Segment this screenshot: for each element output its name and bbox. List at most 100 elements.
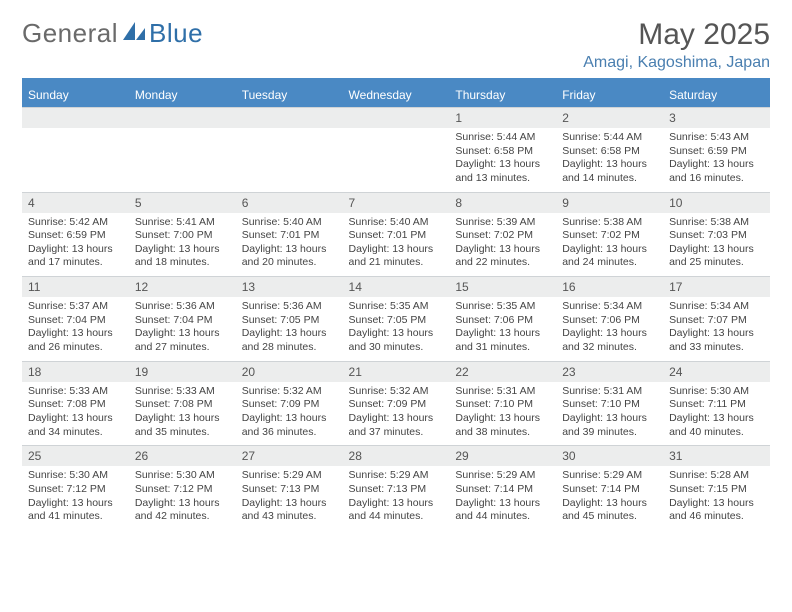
- d2-text: and 24 minutes.: [562, 256, 657, 270]
- sunset-text: Sunset: 7:02 PM: [455, 229, 550, 243]
- content-row: Sunrise: 5:33 AMSunset: 7:08 PMDaylight:…: [22, 382, 770, 446]
- day-number: 29: [449, 446, 556, 467]
- content-row: Sunrise: 5:42 AMSunset: 6:59 PMDaylight:…: [22, 213, 770, 277]
- sunrise-text: Sunrise: 5:36 AM: [135, 300, 230, 314]
- title-block: May 2025 Amagi, Kagoshima, Japan: [583, 18, 770, 72]
- d2-text: and 44 minutes.: [455, 510, 550, 524]
- d2-text: and 45 minutes.: [562, 510, 657, 524]
- day-number: 27: [236, 446, 343, 467]
- day-number: 2: [556, 108, 663, 129]
- day-number: 16: [556, 277, 663, 298]
- sunset-text: Sunset: 7:09 PM: [242, 398, 337, 412]
- sunset-text: Sunset: 7:10 PM: [562, 398, 657, 412]
- sunset-text: Sunset: 6:59 PM: [669, 145, 764, 159]
- day-number: 24: [663, 361, 770, 382]
- d2-text: and 18 minutes.: [135, 256, 230, 270]
- d1-text: Daylight: 13 hours: [455, 158, 550, 172]
- sunrise-text: Sunrise: 5:44 AM: [562, 131, 657, 145]
- sunrise-text: Sunrise: 5:29 AM: [242, 469, 337, 483]
- day-cell: Sunrise: 5:32 AMSunset: 7:09 PMDaylight:…: [343, 382, 450, 446]
- d2-text: and 20 minutes.: [242, 256, 337, 270]
- sunrise-text: Sunrise: 5:31 AM: [562, 385, 657, 399]
- day-cell: Sunrise: 5:28 AMSunset: 7:15 PMDaylight:…: [663, 466, 770, 530]
- content-row: Sunrise: 5:37 AMSunset: 7:04 PM Daylight:…: [22, 297, 770, 361]
- day-cell: Sunrise: 5:43 AMSunset: 6:59 PMDaylight:…: [663, 128, 770, 192]
- day-cell: Sunrise: 5:31 AMSunset: 7:10 PMDaylight:…: [556, 382, 663, 446]
- dayhead-tue: Tuesday: [236, 83, 343, 107]
- day-number: 8: [449, 192, 556, 213]
- day-cell: Sunrise: 5:33 AMSunset: 7:08 PMDaylight:…: [129, 382, 236, 446]
- sunrise-text: Sunrise: 5:40 AM: [242, 216, 337, 230]
- sunset-text: Sunset: 7:07 PM: [669, 314, 764, 328]
- day-number: 26: [129, 446, 236, 467]
- sunrise-text: Sunrise: 5:30 AM: [669, 385, 764, 399]
- sunset-text: Sunset: 6:58 PM: [455, 145, 550, 159]
- day-number: 25: [22, 446, 129, 467]
- day-number: 30: [556, 446, 663, 467]
- sunset-text: Sunset: 7:05 PM: [349, 314, 444, 328]
- sunrise-text: Sunrise: 5:44 AM: [455, 131, 550, 145]
- day-cell: Sunrise: 5:44 AMSunset: 6:58 PMDaylight:…: [449, 128, 556, 192]
- day-cell: Sunrise: 5:29 AMSunset: 7:13 PMDaylight:…: [343, 466, 450, 530]
- day-number: [343, 108, 450, 129]
- day-number: [22, 108, 129, 129]
- dayhead-sun: Sunday: [22, 83, 129, 107]
- d2-text: and 17 minutes.: [28, 256, 123, 270]
- day-header-row: Sunday Monday Tuesday Wednesday Thursday…: [22, 83, 770, 107]
- d2-text: and 16 minutes.: [669, 172, 764, 186]
- calendar-table: Sunday Monday Tuesday Wednesday Thursday…: [22, 83, 770, 107]
- sunrise-text: Sunrise: 5:41 AM: [135, 216, 230, 230]
- day-number: 13: [236, 277, 343, 298]
- day-cell: [22, 128, 129, 192]
- d1-text: Daylight: 13 hours: [349, 327, 444, 341]
- day-cell: Sunrise: 5:34 AMSunset: 7:07 PMDaylight:…: [663, 297, 770, 361]
- sunrise-text: Sunrise: 5:33 AM: [28, 385, 123, 399]
- d1-text: Daylight: 13 hours: [135, 327, 230, 341]
- day-cell: Sunrise: 5:40 AMSunset: 7:01 PMDaylight:…: [343, 213, 450, 277]
- sunrise-text: Sunrise: 5:38 AM: [562, 216, 657, 230]
- sunrise-text: Sunrise: 5:30 AM: [28, 469, 123, 483]
- logo: General Blue: [22, 18, 203, 49]
- sunset-text: Sunset: 7:12 PM: [28, 483, 123, 497]
- d2-text: and 25 minutes.: [669, 256, 764, 270]
- sunset-text: Sunset: 7:02 PM: [562, 229, 657, 243]
- day-cell: Sunrise: 5:36 AMSunset: 7:05 PMDaylight:…: [236, 297, 343, 361]
- day-number: 17: [663, 277, 770, 298]
- day-cell: Sunrise: 5:32 AMSunset: 7:09 PMDaylight:…: [236, 382, 343, 446]
- sunrise-text: Sunrise: 5:34 AM: [669, 300, 764, 314]
- day-cell: Sunrise: 5:41 AMSunset: 7:00 PMDaylight:…: [129, 213, 236, 277]
- d1-text: Daylight: 13 hours: [669, 327, 764, 341]
- content-row: Sunrise: 5:44 AMSunset: 6:58 PMDaylight:…: [22, 128, 770, 192]
- day-cell: Sunrise: 5:34 AMSunset: 7:06 PMDaylight:…: [556, 297, 663, 361]
- d1-text: Daylight: 13 hours: [455, 327, 550, 341]
- logo-text-blue: Blue: [149, 18, 203, 49]
- sunset-text: Sunset: 7:11 PM: [669, 398, 764, 412]
- month-title: May 2025: [583, 18, 770, 52]
- d2-text: and 27 minutes.: [135, 341, 230, 355]
- sunset-text: Sunset: 7:15 PM: [669, 483, 764, 497]
- sunset-text: Sunset: 7:13 PM: [349, 483, 444, 497]
- d2-text: and 30 minutes.: [349, 341, 444, 355]
- d2-text: and 26 minutes.: [28, 341, 123, 355]
- sunrise-text: Sunrise: 5:35 AM: [349, 300, 444, 314]
- sunrise-text: Sunrise: 5:37 AM: [28, 300, 123, 314]
- sunrise-text: Sunrise: 5:33 AM: [135, 385, 230, 399]
- d1-text: Daylight: 13 hours: [562, 497, 657, 511]
- sunset-text: Sunset: 7:06 PM: [562, 314, 657, 328]
- sunset-text: Sunset: 7:04 PM: [28, 314, 123, 328]
- d1-text: Daylight: 13 hours: [349, 412, 444, 426]
- dayhead-thu: Thursday: [449, 83, 556, 107]
- day-cell: [236, 128, 343, 192]
- day-cell: Sunrise: 5:30 AMSunset: 7:11 PMDaylight:…: [663, 382, 770, 446]
- logo-text-general: General: [22, 18, 118, 49]
- sunset-text: Sunset: 7:08 PM: [135, 398, 230, 412]
- d1-text: Daylight: 13 hours: [242, 412, 337, 426]
- d1-text: Daylight: 13 hours: [349, 243, 444, 257]
- day-cell: Sunrise: 5:29 AMSunset: 7:13 PMDaylight:…: [236, 466, 343, 530]
- day-cell: Sunrise: 5:40 AMSunset: 7:01 PMDaylight:…: [236, 213, 343, 277]
- sunset-text: Sunset: 7:14 PM: [562, 483, 657, 497]
- day-number: 28: [343, 446, 450, 467]
- d2-text: and 31 minutes.: [455, 341, 550, 355]
- day-cell: Sunrise: 5:33 AMSunset: 7:08 PMDaylight:…: [22, 382, 129, 446]
- d2-text: and 14 minutes.: [562, 172, 657, 186]
